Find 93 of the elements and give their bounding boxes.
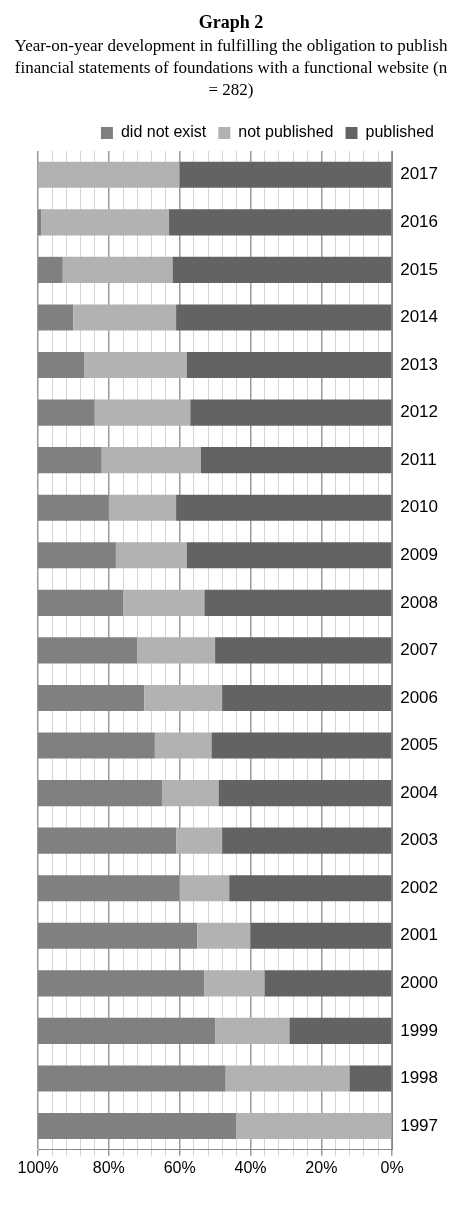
bar — [204, 589, 392, 616]
y-tick-label: 2001 — [400, 925, 439, 945]
y-tick-label: 2003 — [400, 830, 439, 850]
x-tick-label: 80% — [92, 1158, 125, 1176]
bar — [137, 637, 216, 664]
bar — [211, 732, 392, 759]
bar — [38, 875, 180, 902]
bar — [38, 922, 198, 949]
x-tick-label: 40% — [234, 1158, 267, 1176]
y-tick-label: 2000 — [400, 973, 439, 993]
bar — [176, 827, 223, 854]
y-tick-label: 2012 — [400, 402, 439, 422]
bar — [349, 1065, 392, 1092]
bar — [186, 351, 392, 379]
bar — [38, 1112, 237, 1140]
y-tick-label: 2005 — [400, 735, 439, 755]
bar — [38, 827, 177, 854]
x-tick-label: 0% — [380, 1158, 404, 1176]
bar — [38, 684, 145, 712]
bar — [38, 780, 162, 807]
bar — [190, 399, 392, 426]
bar — [62, 256, 173, 283]
y-tick-label: 1997 — [400, 1115, 439, 1135]
bar — [154, 732, 212, 759]
bar — [169, 209, 392, 236]
bar — [236, 1112, 392, 1140]
bar — [197, 922, 251, 949]
bar — [94, 399, 191, 426]
bar — [38, 542, 116, 569]
bar — [38, 589, 123, 616]
y-tick-label: 1998 — [400, 1068, 439, 1088]
bar — [218, 780, 392, 807]
bar — [38, 1017, 216, 1044]
bar — [229, 875, 392, 902]
x-tick-label: 20% — [305, 1158, 338, 1176]
bar — [84, 351, 187, 379]
y-tick-label: 2002 — [400, 877, 439, 897]
bar — [222, 827, 392, 854]
bar — [161, 780, 219, 807]
bar — [215, 637, 392, 664]
bar — [204, 970, 265, 997]
y-tick-label: 2013 — [400, 354, 439, 374]
y-tick-label: 2006 — [400, 687, 439, 707]
bar — [115, 542, 187, 569]
bar — [222, 684, 392, 712]
bar — [73, 304, 177, 331]
legend-label: not published — [238, 123, 334, 141]
bar — [108, 494, 177, 521]
bar — [38, 494, 109, 521]
bar — [41, 209, 170, 236]
bar — [38, 304, 74, 331]
bar — [176, 304, 392, 331]
bar — [250, 922, 392, 949]
bar — [200, 447, 392, 474]
bar — [38, 399, 95, 426]
y-tick-label: 2015 — [400, 259, 439, 279]
bar — [38, 1065, 226, 1092]
y-tick-label: 2007 — [400, 640, 439, 660]
bar — [225, 1065, 350, 1092]
y-tick-label: 1999 — [400, 1020, 439, 1040]
bar — [264, 970, 392, 997]
bar — [38, 209, 42, 236]
legend-label: did not exist — [120, 123, 207, 141]
bar — [38, 256, 63, 283]
legend-label: published — [365, 123, 434, 141]
bar — [38, 351, 85, 379]
x-tick-label: 100% — [17, 1158, 59, 1176]
y-tick-label: 2014 — [400, 307, 439, 327]
bar — [215, 1017, 290, 1044]
bar — [144, 684, 223, 712]
y-tick-label: 2010 — [400, 497, 439, 517]
bar — [101, 447, 201, 474]
bar — [38, 732, 155, 759]
bar — [289, 1017, 392, 1044]
bar — [172, 256, 392, 283]
bar — [179, 161, 392, 188]
y-tick-label: 2017 — [400, 164, 439, 184]
bar — [38, 637, 138, 664]
y-tick-label: 2008 — [400, 592, 439, 612]
y-tick-label: 2009 — [400, 544, 439, 564]
bar — [123, 589, 205, 616]
y-tick-label: 2016 — [400, 212, 439, 232]
bar — [176, 494, 392, 521]
bar — [38, 970, 205, 997]
y-tick-label: 2004 — [400, 782, 439, 802]
y-tick-label: 2011 — [400, 449, 437, 469]
bar — [179, 875, 230, 902]
x-tick-label: 60% — [163, 1158, 196, 1176]
bar — [186, 542, 392, 569]
chart-subtitle: Year-on-year development in fulfilling the obligation to publish financial statements of foundations with a functional website (n = 282) — [14, 35, 448, 101]
chart-title: Graph 2 — [197, 12, 265, 33]
bar — [38, 161, 180, 188]
bar — [38, 447, 102, 474]
